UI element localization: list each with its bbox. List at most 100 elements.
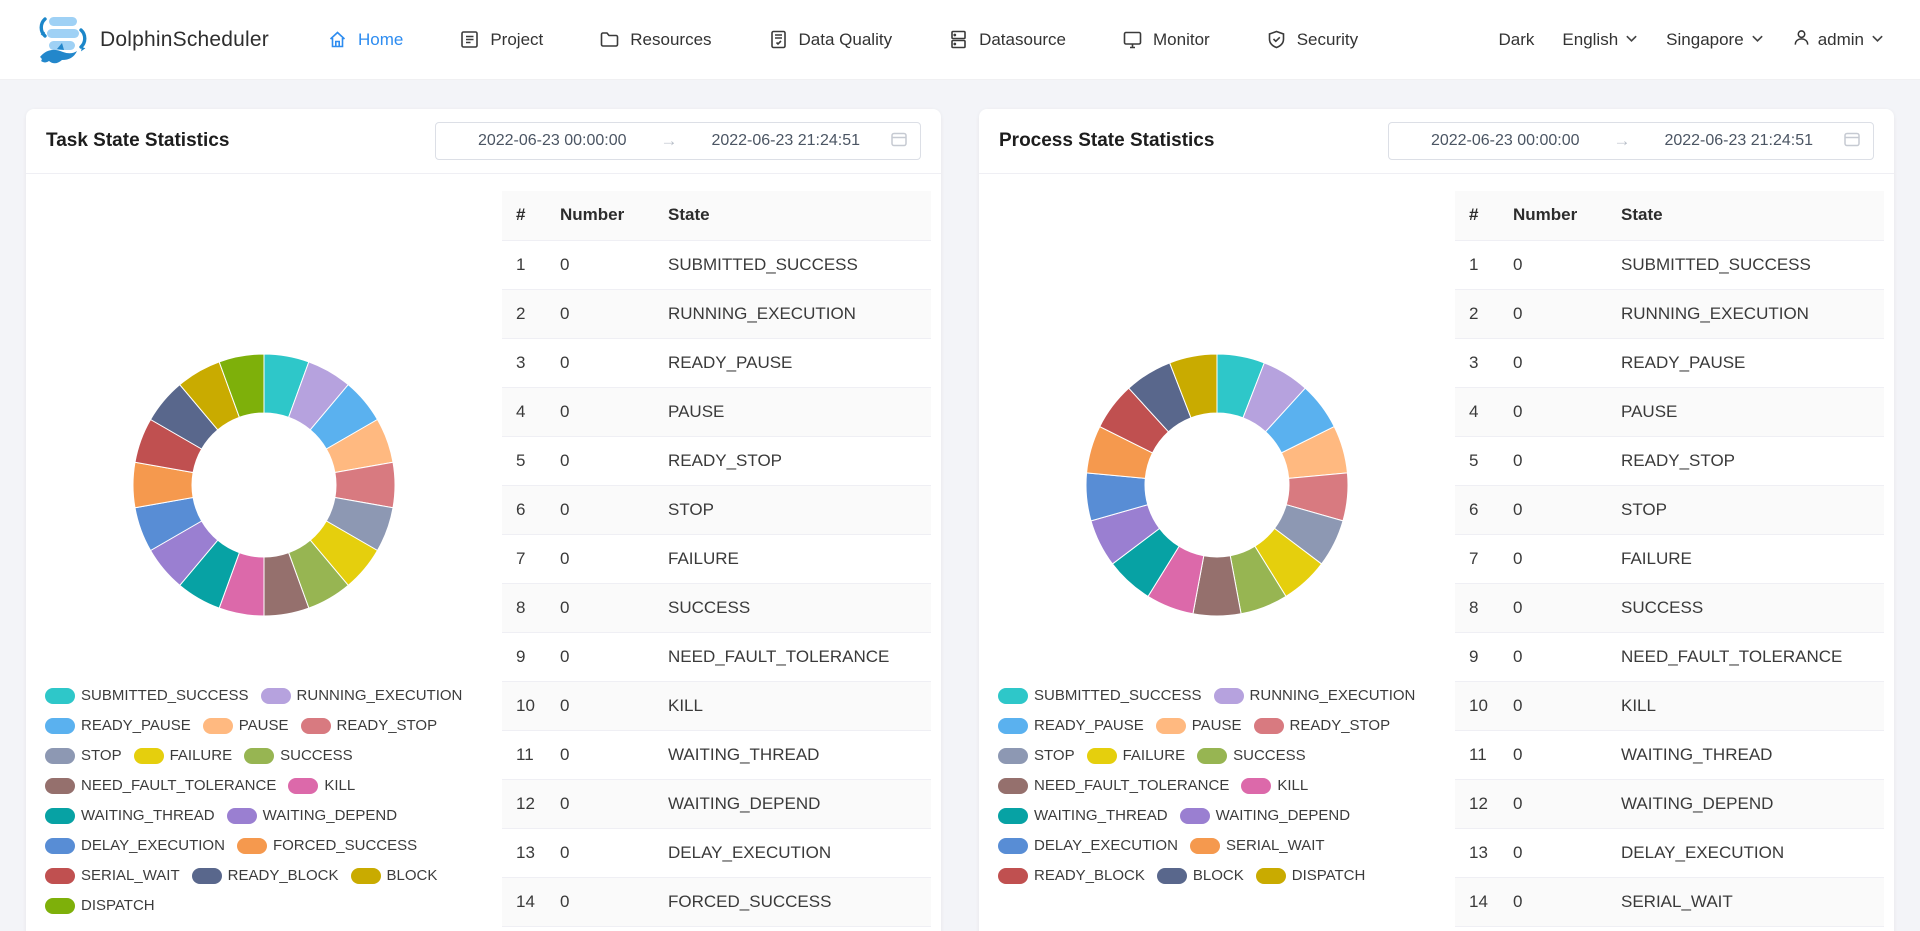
legend-color-chip	[203, 718, 233, 734]
legend-item-failure[interactable]: FAILURE	[134, 747, 233, 764]
table-row: 110WAITING_THREAD	[502, 730, 931, 779]
legend-item-ready_pause[interactable]: READY_PAUSE	[998, 717, 1144, 734]
state-cell: PAUSE	[1621, 387, 1884, 436]
legend-item-kill[interactable]: KILL	[288, 777, 355, 794]
legend-item-dispatch[interactable]: DISPATCH	[45, 897, 155, 914]
row-index-cell: 7	[502, 534, 560, 583]
legend-color-chip	[244, 748, 274, 764]
task-date-range-picker[interactable]: 2022-06-23 00:00:00 → 2022-06-23 21:24:5…	[435, 122, 921, 160]
datasource-icon	[948, 29, 969, 50]
nav-item-home[interactable]: Home	[327, 29, 403, 50]
legend-item-waiting_thread[interactable]: WAITING_THREAD	[45, 807, 215, 824]
nav-item-monitor[interactable]: Monitor	[1122, 29, 1210, 50]
legend-label: DELAY_EXECUTION	[81, 837, 225, 854]
legend-label: DISPATCH	[81, 897, 155, 914]
timezone-selector[interactable]: Singapore	[1666, 30, 1764, 50]
state-cell: READY_STOP	[668, 436, 931, 485]
legend-item-stop[interactable]: STOP	[998, 747, 1075, 764]
nav-item-datasource[interactable]: Datasource	[948, 29, 1066, 50]
legend-item-success[interactable]: SUCCESS	[1197, 747, 1306, 764]
process-state-donut-chart[interactable]	[1067, 335, 1367, 635]
process-chart-zone: SUBMITTED_SUCCESS RUNNING_EXECUTION READY_…	[979, 174, 1455, 927]
user-name: admin	[1818, 30, 1864, 50]
legend-label: READY_STOP	[1290, 717, 1391, 734]
table-row: 60STOP	[1455, 485, 1884, 534]
legend-item-pause[interactable]: PAUSE	[1156, 717, 1242, 734]
task-date-end-input[interactable]: 2022-06-23 21:24:51	[682, 132, 891, 150]
legend-item-dispatch[interactable]: DISPATCH	[1256, 867, 1366, 884]
legend-item-need_fault_tolerance[interactable]: NEED_FAULT_TOLERANCE	[998, 777, 1229, 794]
state-cell: WAITING_THREAD	[668, 730, 931, 779]
legend-item-stop[interactable]: STOP	[45, 747, 122, 764]
task-state-donut-chart[interactable]	[114, 335, 414, 635]
legend-color-chip	[1197, 748, 1227, 764]
state-cell: PAUSE	[668, 387, 931, 436]
legend-color-chip	[1087, 748, 1117, 764]
legend-item-waiting_thread[interactable]: WAITING_THREAD	[998, 807, 1168, 824]
nav-item-resources[interactable]: Resources	[599, 29, 711, 50]
dashboard-main: Task State Statistics 2022-06-23 00:00:0…	[0, 80, 1920, 931]
process-date-start-input[interactable]: 2022-06-23 00:00:00	[1401, 132, 1610, 150]
state-cell: SUBMITTED_SUCCESS	[1621, 240, 1884, 289]
legend-item-running_execution[interactable]: RUNNING_EXECUTION	[261, 687, 463, 704]
calendar-icon[interactable]	[1843, 130, 1861, 153]
table-row: 120WAITING_DEPEND	[502, 779, 931, 828]
legend-item-submitted_success[interactable]: SUBMITTED_SUCCESS	[45, 687, 249, 704]
nav-item-security[interactable]: Security	[1266, 29, 1358, 50]
legend-color-chip	[998, 838, 1028, 854]
legend-color-chip	[1180, 808, 1210, 824]
number-cell: 0	[560, 436, 668, 485]
legend-item-block[interactable]: BLOCK	[1157, 867, 1244, 884]
language-label: English	[1562, 30, 1618, 50]
task-date-start-input[interactable]: 2022-06-23 00:00:00	[448, 132, 657, 150]
legend-item-waiting_depend[interactable]: WAITING_DEPEND	[1180, 807, 1350, 824]
process-card-header: Process State Statistics 2022-06-23 00:0…	[979, 109, 1894, 174]
chevron-down-icon	[1751, 30, 1764, 50]
legend-item-block[interactable]: BLOCK	[351, 867, 438, 884]
legend-item-need_fault_tolerance[interactable]: NEED_FAULT_TOLERANCE	[45, 777, 276, 794]
calendar-icon[interactable]	[890, 130, 908, 153]
legend-item-waiting_depend[interactable]: WAITING_DEPEND	[227, 807, 397, 824]
legend-item-success[interactable]: SUCCESS	[244, 747, 353, 764]
legend-label: FORCED_SUCCESS	[273, 837, 417, 854]
process-date-range-picker[interactable]: 2022-06-23 00:00:00 → 2022-06-23 21:24:5…	[1388, 122, 1874, 160]
legend-color-chip	[351, 868, 381, 884]
legend-item-kill[interactable]: KILL	[1241, 777, 1308, 794]
legend-item-ready_stop[interactable]: READY_STOP	[1254, 717, 1391, 734]
state-cell: KILL	[1621, 681, 1884, 730]
legend-item-ready_block[interactable]: READY_BLOCK	[192, 867, 339, 884]
table-row: 50READY_STOP	[1455, 436, 1884, 485]
legend-label: WAITING_DEPEND	[263, 807, 397, 824]
task-table-zone: #NumberState 10SUBMITTED_SUCCESS20RUNNIN…	[502, 174, 941, 931]
legend-item-failure[interactable]: FAILURE	[1087, 747, 1186, 764]
shield-check-icon	[1266, 29, 1287, 50]
legend-item-forced_success[interactable]: FORCED_SUCCESS	[237, 837, 417, 854]
table-row: 140FORCED_SUCCESS	[502, 877, 931, 926]
language-selector[interactable]: English	[1562, 30, 1638, 50]
legend-item-serial_wait[interactable]: SERIAL_WAIT	[45, 867, 180, 884]
legend-item-serial_wait[interactable]: SERIAL_WAIT	[1190, 837, 1325, 854]
legend-color-chip	[45, 868, 75, 884]
legend-label: PAUSE	[239, 717, 289, 734]
legend-item-pause[interactable]: PAUSE	[203, 717, 289, 734]
legend-label: DISPATCH	[1292, 867, 1366, 884]
theme-toggle-button[interactable]: Dark	[1499, 30, 1535, 50]
user-menu[interactable]: admin	[1792, 28, 1884, 52]
top-navigation-bar: DolphinScheduler Home Project Resources Dat…	[0, 0, 1920, 80]
number-cell: 0	[560, 289, 668, 338]
legend-item-ready_pause[interactable]: READY_PAUSE	[45, 717, 191, 734]
brand[interactable]: DolphinScheduler	[36, 14, 269, 66]
legend-item-running_execution[interactable]: RUNNING_EXECUTION	[1214, 687, 1416, 704]
legend-item-delay_execution[interactable]: DELAY_EXECUTION	[998, 837, 1178, 854]
nav-item-project[interactable]: Project	[459, 29, 543, 50]
nav-item-data-quality[interactable]: Data Quality	[768, 29, 893, 50]
legend-item-ready_block[interactable]: READY_BLOCK	[998, 867, 1145, 884]
task-chart-zone: SUBMITTED_SUCCESS RUNNING_EXECUTION READY_…	[26, 174, 502, 931]
table-row: 40PAUSE	[1455, 387, 1884, 436]
legend-item-delay_execution[interactable]: DELAY_EXECUTION	[45, 837, 225, 854]
process-date-end-input[interactable]: 2022-06-23 21:24:51	[1635, 132, 1844, 150]
column-header-number: Number	[560, 191, 668, 240]
legend-item-submitted_success[interactable]: SUBMITTED_SUCCESS	[998, 687, 1202, 704]
legend-item-ready_stop[interactable]: READY_STOP	[301, 717, 438, 734]
row-index-cell: 6	[1455, 485, 1513, 534]
